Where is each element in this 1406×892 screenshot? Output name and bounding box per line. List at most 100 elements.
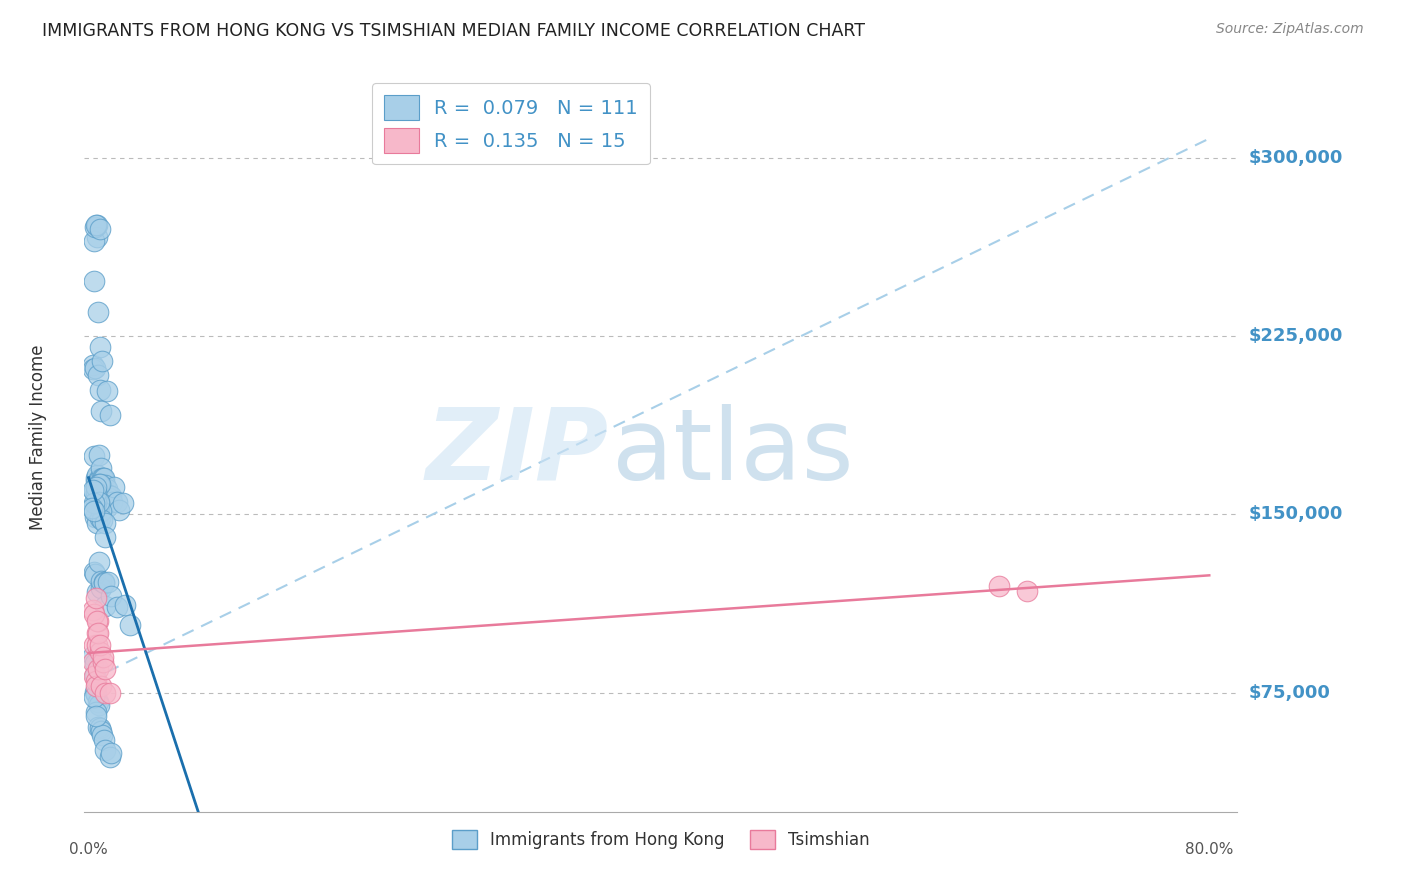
Text: $300,000: $300,000	[1249, 149, 1343, 167]
Point	[83, 638, 105, 652]
Point	[91, 354, 114, 368]
Point	[82, 359, 104, 373]
Point	[82, 655, 104, 669]
Point	[114, 598, 136, 612]
Point	[93, 471, 115, 485]
Point	[101, 494, 124, 508]
Point	[89, 645, 111, 659]
Point	[89, 494, 111, 508]
Point	[103, 480, 125, 494]
Point	[84, 218, 107, 232]
Point	[94, 599, 117, 613]
Point	[86, 218, 108, 232]
Point	[83, 234, 105, 248]
Point	[93, 733, 115, 747]
Point	[90, 581, 112, 595]
Point	[87, 662, 110, 676]
Text: 80.0%: 80.0%	[1185, 842, 1233, 857]
Point	[94, 662, 117, 676]
Point	[86, 695, 108, 709]
Point	[98, 686, 121, 700]
Point	[90, 471, 112, 485]
Text: $225,000: $225,000	[1249, 327, 1343, 345]
Point	[84, 656, 107, 670]
Point	[93, 491, 115, 506]
Point	[112, 495, 135, 509]
Point	[100, 408, 122, 422]
Point	[84, 709, 107, 723]
Point	[89, 721, 111, 735]
Point	[87, 626, 110, 640]
Point	[93, 576, 115, 591]
Point	[89, 383, 111, 397]
Point	[84, 706, 107, 720]
Point	[89, 510, 111, 524]
Point	[84, 510, 107, 524]
Point	[108, 503, 131, 517]
Point	[94, 477, 117, 491]
Point	[84, 679, 107, 693]
Point	[84, 591, 107, 605]
Point	[91, 728, 114, 742]
Point	[91, 650, 114, 665]
Point	[100, 589, 122, 603]
Point	[83, 504, 105, 518]
Point	[84, 484, 107, 499]
Point	[84, 471, 107, 485]
Point	[87, 368, 110, 382]
Point	[89, 638, 111, 652]
Point	[86, 495, 108, 509]
Point	[83, 669, 105, 683]
Point	[93, 516, 115, 530]
Point	[94, 686, 117, 700]
Point	[83, 274, 105, 288]
Point	[86, 626, 108, 640]
Point	[87, 472, 110, 486]
Point	[89, 698, 111, 713]
Point	[87, 495, 110, 509]
Text: 0.0%: 0.0%	[69, 842, 108, 857]
Point	[96, 384, 118, 399]
Point	[91, 513, 114, 527]
Point	[87, 488, 110, 502]
Point	[84, 474, 107, 488]
Point	[90, 404, 112, 418]
Point	[86, 229, 108, 244]
Point	[87, 720, 110, 734]
Point	[94, 491, 117, 506]
Point	[87, 476, 110, 491]
Point	[97, 488, 120, 502]
Point	[84, 360, 107, 375]
Point	[84, 673, 107, 688]
Point	[84, 496, 107, 510]
Point	[94, 530, 117, 544]
Point	[91, 498, 114, 512]
Point	[82, 501, 104, 516]
Point	[83, 690, 105, 704]
Point	[96, 482, 118, 496]
Point	[83, 483, 105, 498]
Point	[87, 305, 110, 319]
Point	[84, 668, 107, 682]
Point	[87, 448, 110, 462]
Point	[84, 480, 107, 494]
Point	[84, 567, 107, 582]
Point	[86, 638, 108, 652]
Point	[89, 473, 111, 487]
Point	[98, 750, 121, 764]
Point	[86, 585, 108, 599]
Point	[90, 504, 112, 518]
Point	[89, 477, 111, 491]
Point	[82, 362, 104, 376]
Point	[96, 500, 118, 514]
Point	[82, 483, 104, 498]
Point	[89, 555, 111, 569]
Point	[91, 471, 114, 485]
Point	[83, 566, 105, 580]
Point	[82, 648, 104, 663]
Point	[100, 747, 122, 761]
Point	[1017, 583, 1039, 598]
Point	[90, 679, 112, 693]
Point	[83, 685, 105, 699]
Point	[90, 461, 112, 475]
